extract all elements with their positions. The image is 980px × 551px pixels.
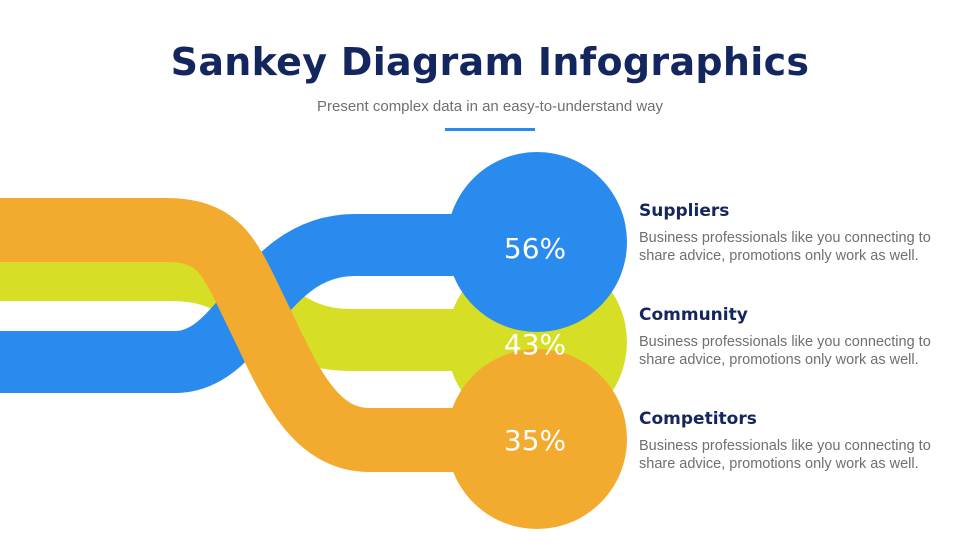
competitors-node (447, 349, 627, 529)
page-subtitle: Present complex data in an easy-to-under… (316, 98, 664, 115)
legend-item-community: Community Business professionals like yo… (639, 305, 959, 369)
community-label: Community (639, 305, 748, 325)
competitors-label: Competitors (639, 409, 757, 429)
competitors-flow-band (0, 198, 540, 472)
suppliers-label: Suppliers (639, 201, 730, 221)
title-divider (445, 128, 535, 131)
suppliers-percent: 56% (504, 232, 566, 265)
competitors-description: Business professionals like you connecti… (639, 438, 931, 472)
legend-item-suppliers: Suppliers Business professionals like yo… (639, 201, 959, 265)
page-title: Sankey Diagram Infographics (170, 40, 810, 84)
competitors-percent: 35% (504, 424, 566, 457)
legend-item-competitors: Competitors Business professionals like … (639, 409, 959, 473)
suppliers-node (447, 152, 627, 332)
community-percent: 43% (504, 328, 566, 361)
suppliers-description: Business professionals like you connecti… (639, 230, 931, 264)
community-description: Business professionals like you connecti… (639, 334, 931, 368)
